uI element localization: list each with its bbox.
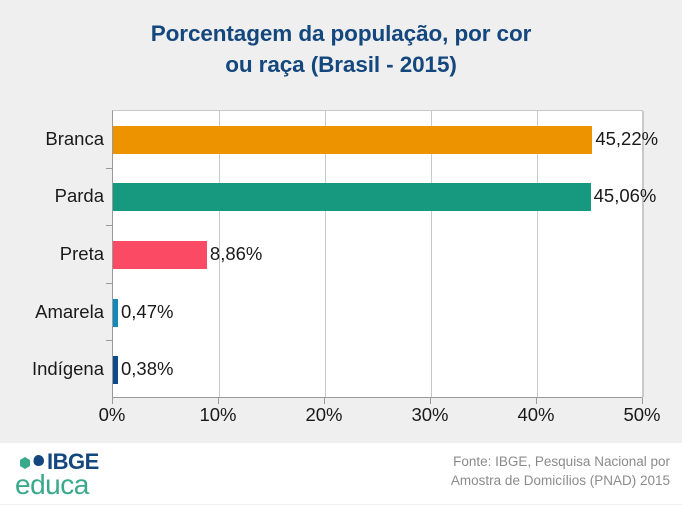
x-axis-tick: [324, 398, 325, 404]
bar-branca: [113, 125, 593, 154]
category-label-indígena: Indígena: [31, 358, 104, 380]
y-axis-tick: [106, 282, 112, 284]
footer: IBGE educa Fonte: IBGE, Pesquisa Naciona…: [0, 443, 682, 504]
bar-value-branca: 45,22%: [595, 127, 659, 149]
hexagon-icon: [20, 457, 30, 469]
bar-value-amarela: 0,47%: [121, 300, 174, 322]
x-axis-tick: [112, 398, 113, 404]
y-axis-tick: [106, 167, 112, 169]
gridline: [219, 111, 220, 397]
y-axis-tick: [106, 340, 112, 342]
gridline: [431, 111, 432, 397]
logo-educa-text: educa: [15, 469, 90, 500]
chart-title-line-1: Porcentagem da população, por cor: [150, 21, 532, 46]
logo-ibge-text: IBGE: [47, 449, 99, 474]
chart-title: Porcentagem da população, por cor ou raç…: [0, 18, 682, 80]
x-axis-tick: [642, 398, 643, 404]
x-axis-tick-label: 10%: [199, 404, 237, 425]
gridline: [325, 111, 326, 397]
plot-area: [112, 110, 644, 398]
chart-title-line-2: ou raça (Brasil - 2015): [225, 52, 457, 77]
category-label-parda: Parda: [54, 185, 104, 207]
bar-value-indígena: 0,38%: [121, 358, 174, 380]
bar-value-preta: 8,86%: [209, 243, 263, 264]
ibge-educa-logo: IBGE educa: [14, 448, 144, 500]
source-note-line-1: Fonte: IBGE, Pesquisa Nacional por: [453, 454, 670, 469]
bar-preta: [113, 241, 207, 269]
source-note-line-2: Amostra de Domicílios (PNAD) 2015: [450, 473, 670, 488]
gridline: [537, 111, 538, 397]
dot-icon: [33, 455, 44, 466]
x-axis-tick-label: 50%: [623, 404, 661, 425]
category-label-preta: Preta: [59, 243, 104, 264]
source-note: Fonte: IBGE, Pesquisa Nacional por Amost…: [451, 452, 670, 490]
x-axis-tick: [536, 398, 537, 404]
x-axis-tick-label: 30%: [411, 404, 449, 425]
category-label-branca: Branca: [45, 127, 104, 149]
y-axis-tick: [106, 225, 112, 227]
bar-value-parda: 45,06%: [593, 185, 657, 207]
category-label-amarela: Amarela: [35, 300, 104, 322]
x-axis-tick-label: 0%: [98, 404, 126, 425]
x-axis-tick-label: 20%: [305, 404, 343, 425]
x-axis-tick-label: 40%: [517, 404, 555, 425]
bar-amarela: [113, 298, 118, 327]
bar-indígena: [113, 356, 118, 385]
gridline: [643, 111, 644, 397]
x-axis-tick: [218, 398, 219, 404]
x-axis-tick: [430, 398, 431, 404]
bar-parda: [113, 183, 591, 212]
